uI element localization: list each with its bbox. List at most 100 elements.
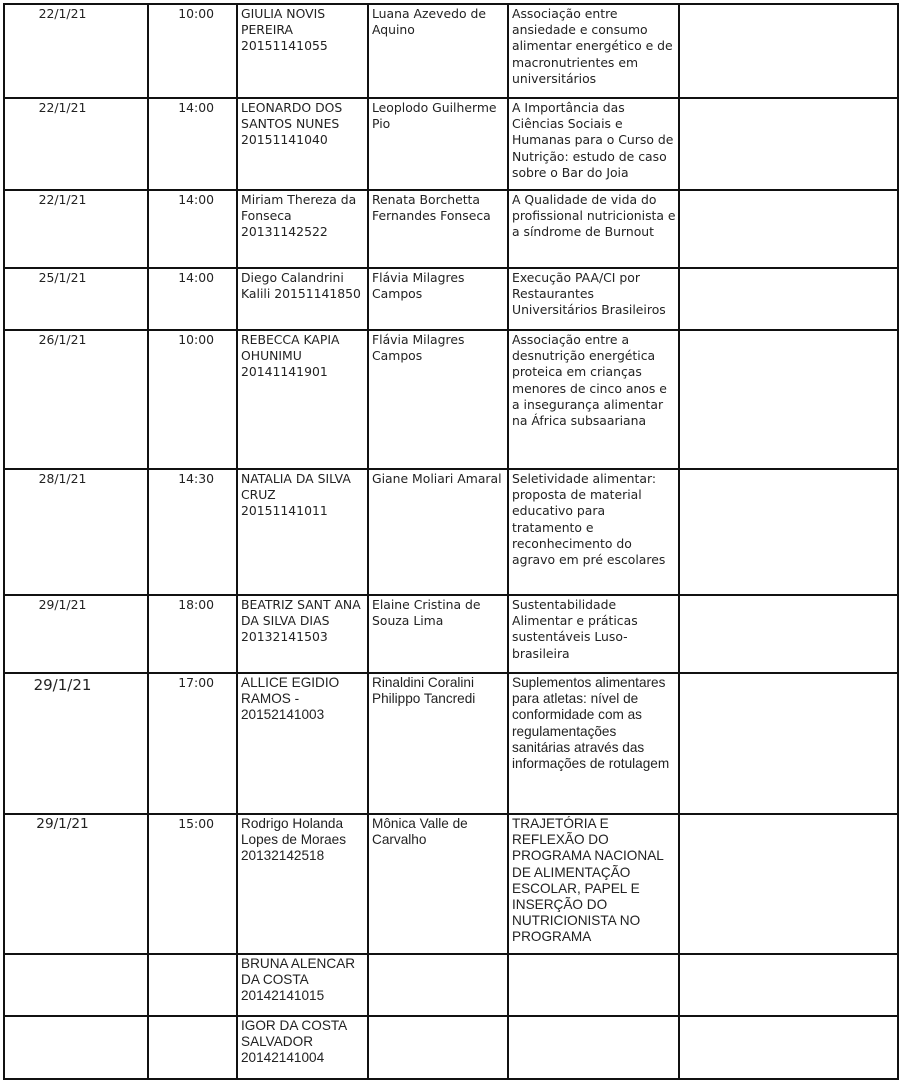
student-cell-text: ALLICE EGIDIO RAMOS - 20152141003: [241, 675, 340, 723]
title-cell-text: Execução PAA/CI por Restaurantes Univers…: [512, 270, 666, 318]
notes-cell: [678, 672, 899, 815]
advisor-cell: Flávia Milagres Campos: [367, 329, 509, 470]
title-cell-text: TRAJETÓRIA E REFLEXÃO DO PROGRAMA NACION…: [512, 816, 664, 945]
title-cell: A Importância das Ciências Sociais e Hum…: [507, 97, 680, 191]
date-cell-text: 22/1/21: [38, 192, 87, 207]
title-cell-text: Associação entre a desnutrição energétic…: [512, 332, 667, 429]
time-cell: 10:00: [147, 329, 238, 470]
advisor-cell: Flávia Milagres Campos: [367, 267, 509, 331]
advisor-cell: Leoplodo Guilherme Pio: [367, 97, 509, 191]
title-cell: A Qualidade de vida do profissional nutr…: [507, 189, 680, 269]
notes-cell-text: [683, 6, 895, 96]
notes-cell: [678, 1015, 899, 1080]
title-cell: Associação entre a desnutrição energétic…: [507, 329, 680, 470]
student-cell-text: BEATRIZ SANT ANA DA SILVA DIAS 201321415…: [241, 597, 361, 645]
defense-schedule-table: 22/1/21 10:00 GIULIA NOVIS PEREIRA 2015114…: [3, 3, 899, 1080]
date-cell: 29/1/21: [3, 813, 149, 955]
advisor-cell-text: Renata Borchetta Fernandes Fonseca: [372, 192, 491, 224]
table-row: BRUNA ALENCAR DA COSTA 20142141015: [3, 953, 899, 1017]
time-cell-text: 14:00: [178, 192, 214, 207]
date-cell-text: 29/1/21: [38, 597, 87, 612]
time-cell-text: 14:00: [178, 270, 214, 285]
table-body: 22/1/21 10:00 GIULIA NOVIS PEREIRA 2015114…: [3, 3, 899, 1080]
date-cell-text: 22/1/21: [38, 100, 87, 115]
table-row: 29/1/21 15:00 Rodrigo Holanda Lopes de Mor…: [3, 813, 899, 955]
time-cell: [147, 953, 238, 1017]
date-cell: 22/1/21: [3, 189, 149, 269]
time-cell-text: 14:00: [178, 100, 214, 115]
time-cell-text: 18:00: [178, 597, 214, 612]
title-cell: [507, 953, 680, 1017]
date-cell-text: 25/1/21: [38, 270, 87, 285]
advisor-cell-text: Leoplodo Guilherme Pio: [372, 100, 497, 132]
time-cell-text: 17:00: [178, 675, 214, 690]
notes-cell: [678, 813, 899, 955]
notes-cell: [678, 189, 899, 269]
advisor-cell: Luana Azevedo de Aquino: [367, 3, 509, 99]
notes-cell: [678, 953, 899, 1017]
advisor-cell-text: Rinaldini Coralini Philippo Tancredi: [372, 675, 476, 707]
notes-cell-text: [683, 100, 895, 188]
student-cell: Rodrigo Holanda Lopes de Moraes 20132142…: [236, 813, 369, 955]
student-cell: Miriam Thereza da Fonseca 20131142522: [236, 189, 369, 269]
date-cell: 25/1/21: [3, 267, 149, 331]
student-cell-text: BRUNA ALENCAR DA COSTA 20142141015: [241, 956, 356, 1004]
notes-cell: [678, 267, 899, 331]
time-cell: 14:00: [147, 97, 238, 191]
notes-cell-text: [683, 956, 895, 1014]
table-row: IGOR DA COSTA SALVADOR 20142141004: [3, 1015, 899, 1080]
student-cell-text: NATALIA DA SILVA CRUZ 20151141011: [241, 471, 351, 519]
advisor-cell: Giane Moliari Amaral: [367, 468, 509, 596]
notes-cell-text: [683, 270, 895, 328]
notes-cell: [678, 97, 899, 191]
student-cell: GIULIA NOVIS PEREIRA 20151141055: [236, 3, 369, 99]
advisor-cell-text: [372, 956, 505, 1014]
advisor-cell-text: Flávia Milagres Campos: [372, 332, 465, 364]
title-cell: TRAJETÓRIA E REFLEXÃO DO PROGRAMA NACION…: [507, 813, 680, 955]
notes-cell-text: [683, 816, 895, 952]
student-cell: IGOR DA COSTA SALVADOR 20142141004: [236, 1015, 369, 1080]
time-cell-text: 10:00: [178, 332, 214, 347]
time-cell: 14:00: [147, 267, 238, 331]
student-cell: NATALIA DA SILVA CRUZ 20151141011: [236, 468, 369, 596]
table-row: 29/1/21 17:00 ALLICE EGIDIO RAMOS - 201521…: [3, 672, 899, 815]
title-cell: Associação entre ansiedade e consumo ali…: [507, 3, 680, 99]
date-cell-text: [8, 1018, 117, 1077]
student-cell-text: LEONARDO DOS SANTOS NUNES 20151141040: [241, 100, 343, 148]
time-cell-text: 10:00: [178, 6, 214, 21]
advisor-cell: Elaine Cristina de Souza Lima: [367, 594, 509, 674]
title-cell-text: A Importância das Ciências Sociais e Hum…: [512, 100, 674, 180]
advisor-cell: Rinaldini Coralini Philippo Tancredi: [367, 672, 509, 815]
student-cell: LEONARDO DOS SANTOS NUNES 20151141040: [236, 97, 369, 191]
title-cell-text: Associação entre ansiedade e consumo ali…: [512, 6, 673, 86]
title-cell: Seletividade alimentar: proposta de mate…: [507, 468, 680, 596]
time-cell: [147, 1015, 238, 1080]
title-cell-text: Seletividade alimentar: proposta de mate…: [512, 471, 666, 568]
time-cell: 18:00: [147, 594, 238, 674]
time-cell-text: 14:30: [178, 471, 214, 486]
student-cell-text: IGOR DA COSTA SALVADOR 20142141004: [241, 1018, 347, 1066]
table-row: 28/1/21 14:30 NATALIA DA SILVA CRUZ 201511…: [3, 468, 899, 596]
date-cell: 29/1/21: [3, 672, 149, 815]
time-cell-text: [152, 956, 214, 1014]
advisor-cell: [367, 953, 509, 1017]
student-cell: Diego Calandrini Kalili 20151141850: [236, 267, 369, 331]
date-cell: 22/1/21: [3, 97, 149, 191]
advisor-cell: Renata Borchetta Fernandes Fonseca: [367, 189, 509, 269]
notes-cell-text: [683, 192, 895, 266]
notes-cell: [678, 594, 899, 674]
table-row: 26/1/21 10:00 REBECCA KAPIA OHUNIMU 201411…: [3, 329, 899, 470]
title-cell-text: A Qualidade de vida do profissional nutr…: [512, 192, 676, 240]
time-cell-text: [152, 1018, 214, 1077]
table-row: 25/1/21 14:00 Diego Calandrini Kalili 2015…: [3, 267, 899, 331]
date-cell: [3, 953, 149, 1017]
student-cell-text: Rodrigo Holanda Lopes de Moraes 20132142…: [241, 816, 347, 864]
time-cell-text: 15:00: [178, 816, 214, 831]
notes-cell-text: [683, 1018, 895, 1077]
advisor-cell-text: Flávia Milagres Campos: [372, 270, 465, 302]
table-row: 22/1/21 14:00 LEONARDO DOS SANTOS NUNES 20…: [3, 97, 899, 191]
notes-cell: [678, 3, 899, 99]
notes-cell: [678, 329, 899, 470]
date-cell-text: 29/1/21: [33, 677, 92, 694]
title-cell: Suplementos alimentares para atletas: ní…: [507, 672, 680, 815]
